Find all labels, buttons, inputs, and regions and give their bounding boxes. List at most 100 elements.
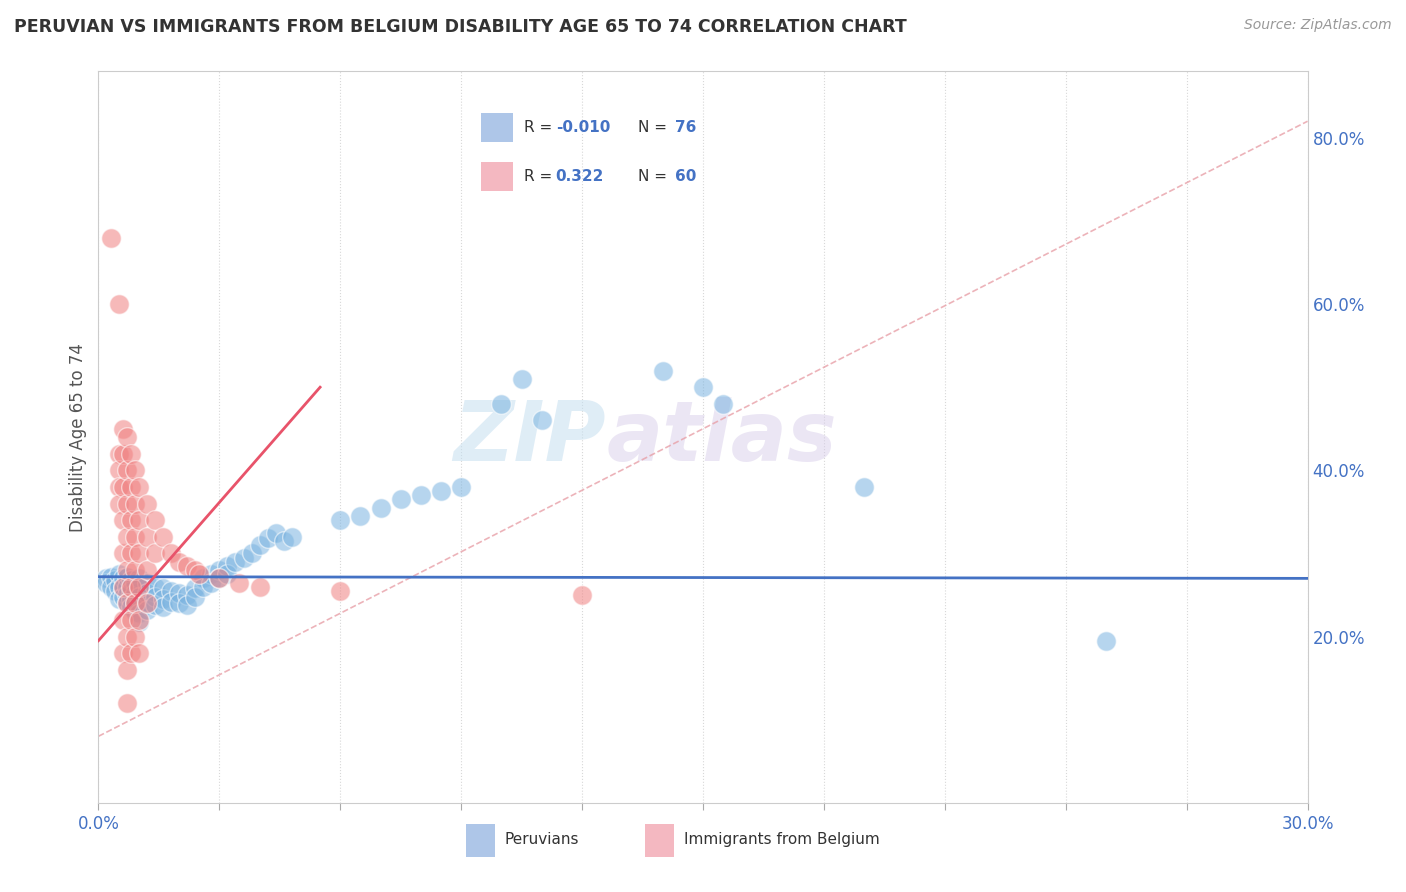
Point <box>107 447 129 461</box>
Point <box>111 571 134 585</box>
Y-axis label: Disability Age 65 to 74: Disability Age 65 to 74 <box>69 343 87 532</box>
Point <box>329 583 352 598</box>
Point <box>224 555 246 569</box>
Text: atlas: atlas <box>606 397 837 477</box>
Point <box>128 546 150 560</box>
Point <box>120 646 142 660</box>
Point <box>124 575 146 590</box>
Point <box>128 607 150 621</box>
Point <box>256 532 278 546</box>
Point <box>143 513 166 527</box>
Point <box>193 580 215 594</box>
Point <box>184 582 207 596</box>
Point <box>135 603 157 617</box>
Point <box>217 567 239 582</box>
Point <box>115 588 138 602</box>
Point <box>111 582 134 596</box>
Point <box>115 530 138 544</box>
Point <box>111 480 134 494</box>
Point <box>103 583 125 598</box>
Point <box>128 582 150 596</box>
Point <box>107 497 129 511</box>
Point <box>115 596 138 610</box>
Point <box>188 567 211 582</box>
Point <box>115 463 138 477</box>
Point <box>120 592 142 607</box>
Point <box>128 613 150 627</box>
Text: ZIP: ZIP <box>454 397 606 477</box>
Point <box>115 596 138 610</box>
Point <box>111 422 134 436</box>
Point <box>124 596 146 610</box>
Point <box>143 598 166 612</box>
Point <box>115 497 138 511</box>
Point <box>124 586 146 600</box>
Point <box>135 575 157 590</box>
Point <box>152 592 174 607</box>
Point <box>281 530 304 544</box>
Point <box>208 563 231 577</box>
Point <box>208 571 231 585</box>
Point <box>143 546 166 560</box>
Point <box>200 575 222 590</box>
Point <box>124 630 146 644</box>
Point <box>571 588 593 602</box>
Point <box>232 550 254 565</box>
Point <box>1095 633 1118 648</box>
Point <box>128 571 150 585</box>
Point <box>491 397 513 411</box>
Point <box>120 546 142 560</box>
Point <box>124 463 146 477</box>
Point <box>143 590 166 604</box>
Point <box>96 571 118 585</box>
Point <box>370 500 392 515</box>
Point <box>135 596 157 610</box>
Point <box>176 588 198 602</box>
Point <box>120 573 142 587</box>
Point <box>349 509 371 524</box>
Point <box>160 594 183 608</box>
Point <box>228 575 250 590</box>
Point <box>128 615 150 629</box>
Point <box>120 583 142 598</box>
Point <box>128 598 150 612</box>
Point <box>711 397 734 411</box>
Point <box>124 497 146 511</box>
Point <box>107 567 129 582</box>
Point <box>135 497 157 511</box>
Point <box>128 646 150 660</box>
Point <box>389 492 412 507</box>
Point <box>115 563 138 577</box>
Point <box>120 580 142 594</box>
Text: Source: ZipAtlas.com: Source: ZipAtlas.com <box>1244 18 1392 32</box>
Point <box>111 546 134 560</box>
Point <box>128 480 150 494</box>
Point <box>176 598 198 612</box>
Point <box>96 575 118 590</box>
Point <box>115 696 138 710</box>
Point <box>135 563 157 577</box>
Point <box>115 580 138 594</box>
Point <box>103 573 125 587</box>
Point <box>152 600 174 615</box>
Point <box>692 380 714 394</box>
Point <box>107 580 129 594</box>
Point <box>115 570 138 584</box>
Point <box>107 480 129 494</box>
Point <box>135 530 157 544</box>
Point <box>111 513 134 527</box>
Point <box>120 513 142 527</box>
Point <box>124 605 146 619</box>
Point <box>124 530 146 544</box>
Point <box>115 630 138 644</box>
Point <box>100 570 122 584</box>
Point <box>111 590 134 604</box>
Point <box>184 563 207 577</box>
Point <box>100 230 122 244</box>
Point <box>249 538 271 552</box>
Point <box>853 480 876 494</box>
Point <box>184 590 207 604</box>
Point <box>135 586 157 600</box>
Point <box>510 372 533 386</box>
Point <box>160 546 183 560</box>
